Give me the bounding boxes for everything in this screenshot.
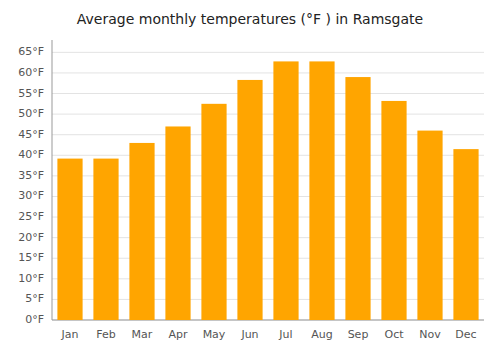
y-tick-label: 55°F xyxy=(18,87,44,100)
y-tick-label: 5°F xyxy=(25,292,44,305)
chart-container: Average monthly temperatures (°F ) in Ra… xyxy=(0,0,500,350)
x-tick-label: Aug xyxy=(311,328,332,341)
grid-line xyxy=(52,52,484,53)
bar xyxy=(201,104,226,320)
bar xyxy=(273,61,298,320)
bar xyxy=(417,131,442,320)
bar xyxy=(345,77,370,320)
bar xyxy=(93,159,118,320)
title: Average monthly temperatures (°F ) in Ra… xyxy=(77,11,423,27)
x-tick-label: Jan xyxy=(61,328,79,341)
x-tick-label: Jun xyxy=(240,328,258,341)
y-tick-label: 10°F xyxy=(18,272,44,285)
x-tick-label: Sep xyxy=(348,328,369,341)
y-tick-label: 60°F xyxy=(18,66,44,79)
y-tick-label: 20°F xyxy=(18,231,44,244)
y-tick-label: 50°F xyxy=(18,107,44,120)
y-tick-label: 0°F xyxy=(25,313,44,326)
x-tick-label: Nov xyxy=(419,328,441,341)
y-tick-label: 35°F xyxy=(18,169,44,182)
bar xyxy=(381,101,406,320)
x-tick-label: Jul xyxy=(278,328,292,341)
y-tick-label: 45°F xyxy=(18,128,44,141)
y-tick-label: 30°F xyxy=(18,189,44,202)
bars xyxy=(57,61,478,320)
chart: Average monthly temperatures (°F ) in Ra… xyxy=(0,0,500,350)
x-tick-label: Apr xyxy=(168,328,188,341)
bar xyxy=(237,80,262,320)
x-tick-label: Dec xyxy=(455,328,476,341)
bar xyxy=(57,159,82,320)
bar xyxy=(309,61,334,320)
plot-area: 0°F 5°F 10°F 15°F 20°F 25°F 30°F 35°F 40°F 45°F 50… xyxy=(18,40,484,341)
grid-line xyxy=(52,72,484,73)
x-tick-label: Oct xyxy=(384,328,404,341)
y-axis-line xyxy=(52,40,53,320)
y-tick-label: 25°F xyxy=(18,210,44,223)
grid-line xyxy=(52,93,484,94)
x-tick-label: Mar xyxy=(132,328,153,341)
grid-line xyxy=(52,114,484,115)
bar xyxy=(453,149,478,320)
bar xyxy=(165,126,190,320)
x-tick-label: May xyxy=(203,328,226,341)
bar xyxy=(129,143,154,320)
x-tick-label: Feb xyxy=(96,328,115,341)
y-tick-label: 15°F xyxy=(18,251,44,264)
y-tick-label: 65°F xyxy=(18,45,44,58)
y-tick-label: 40°F xyxy=(18,148,44,161)
